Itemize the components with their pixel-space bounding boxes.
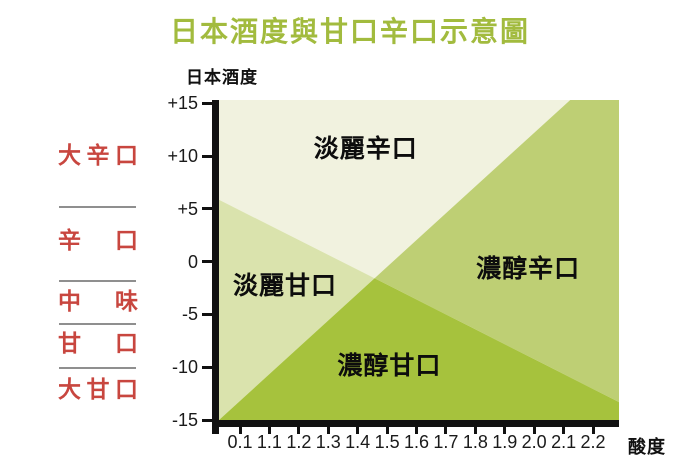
scale-divider — [59, 323, 136, 325]
scale-divider — [59, 367, 136, 369]
region-label-noujun-karakuchi: 濃醇辛口 — [476, 256, 581, 284]
x-tick-label: 1.4 — [345, 432, 371, 452]
region-label-noujun-amakuchi: 濃醇甘口 — [337, 353, 442, 380]
y-tick-label: 0 — [187, 251, 198, 272]
y-tick-label: -10 — [171, 357, 198, 378]
plot-area: 淡麗辛口濃醇辛口淡麗甘口濃醇甘口 — [219, 100, 619, 420]
x-tick-mark — [503, 427, 507, 434]
x-tick-label: 2.2 — [580, 432, 606, 452]
y-tick-label: +5 — [177, 198, 198, 219]
x-tick-mark — [385, 427, 389, 434]
y-tick-label: +10 — [167, 146, 198, 166]
x-tick-label: 1.6 — [403, 432, 430, 452]
y-tick-mark — [202, 418, 212, 422]
x-tick-mark — [297, 427, 301, 434]
x-tick-mark — [532, 427, 536, 434]
x-tick-label: 2.1 — [551, 432, 577, 452]
y-tick-label: -5 — [181, 304, 198, 325]
x-tick-label: 1.1 — [256, 432, 282, 452]
x-tick-mark — [356, 427, 360, 434]
x-tick-label: 1.5 — [374, 432, 400, 452]
scale-label-dai-amakuchi: 大甘口 — [58, 377, 138, 402]
region-canvas — [219, 100, 619, 420]
scale-divider — [59, 206, 136, 208]
region-tanrei-amakuchi — [219, 199, 375, 420]
y-tick-mark — [202, 312, 212, 316]
scale-label-dai-karakuchi: 大辛口 — [58, 143, 138, 168]
region-label-tanrei-karakuchi: 淡麗辛口 — [313, 135, 418, 163]
x-tick-mark — [267, 427, 271, 434]
scale-label-chuumi: 中味 — [58, 289, 138, 314]
y-tick-mark — [202, 207, 212, 211]
x-tick-label: 1.7 — [433, 432, 459, 452]
x-tick-mark — [326, 427, 330, 434]
region-noujun-karakuchi — [374, 100, 619, 403]
x-tick-mark — [415, 427, 418, 434]
region-label-tanrei-amakuchi: 淡麗甘口 — [232, 273, 338, 301]
x-tick-label: 1.2 — [286, 432, 312, 452]
y-axis-title: 日本酒度 — [186, 68, 258, 87]
scale-label-karakuchi: 辛口 — [58, 228, 138, 253]
x-tick-mark — [473, 427, 477, 434]
region-tanrei-karakuchi — [219, 100, 571, 279]
y-tick-mark — [202, 101, 212, 105]
scale-divider — [59, 280, 136, 282]
y-tick-mark — [202, 154, 212, 158]
x-tick-label: 1.8 — [462, 432, 488, 452]
x-axis-line — [212, 420, 619, 427]
page-title: 日本酒度與甘口辛口示意圖 — [169, 17, 530, 48]
scale-label-amakuchi: 甘口 — [58, 331, 138, 356]
x-tick-label: 0.1 — [227, 432, 253, 452]
y-tick-label: -15 — [171, 410, 198, 430]
y-tick-label: +15 — [167, 93, 198, 114]
x-tick-mark — [238, 427, 242, 434]
y-tick-mark — [202, 260, 212, 264]
y-tick-mark — [202, 365, 212, 369]
x-tick-label: 1.9 — [492, 432, 518, 452]
x-axis-title: 酸度 — [628, 437, 666, 457]
x-tick-mark — [444, 427, 448, 434]
x-tick-label: 2.0 — [521, 432, 547, 452]
region-noujun-amakuchi — [219, 278, 619, 420]
y-axis-line — [212, 100, 219, 434]
x-tick-mark — [591, 427, 595, 434]
x-tick-mark — [562, 427, 566, 434]
x-tick-label: 1.3 — [315, 432, 341, 452]
